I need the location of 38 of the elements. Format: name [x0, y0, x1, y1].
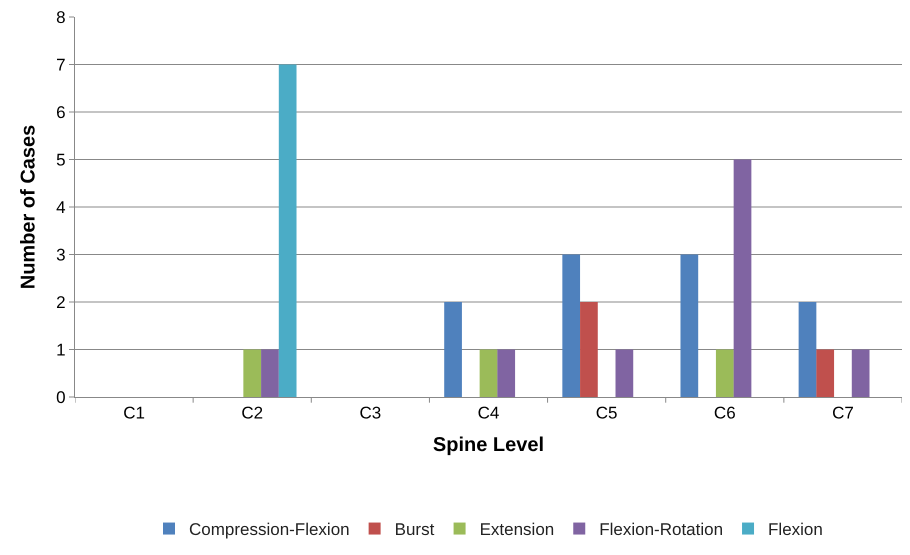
bar	[261, 350, 279, 397]
bar	[798, 302, 816, 397]
bar	[616, 350, 634, 397]
x-axis-title: Spine Level	[432, 434, 544, 456]
bar	[716, 350, 734, 397]
x-tick-label: C2	[241, 403, 264, 422]
y-tick-label: 4	[56, 198, 66, 217]
bar	[243, 350, 262, 397]
legend-label: Extension	[480, 520, 554, 540]
y-tick-label: 2	[56, 292, 66, 312]
bar	[852, 350, 870, 397]
y-tick-label: 3	[56, 245, 66, 264]
x-tick-label: C1	[123, 403, 145, 422]
legend-label: Flexion-Rotation	[599, 520, 724, 540]
bar	[278, 64, 297, 397]
bar	[680, 254, 698, 397]
bar	[480, 350, 498, 397]
bar	[580, 302, 598, 397]
x-tick-label: C5	[596, 403, 618, 422]
y-tick-label: 1	[56, 340, 66, 360]
x-tick-label: C3	[359, 403, 382, 422]
y-tick-label: 7	[56, 55, 66, 74]
x-tick-label: C6	[714, 403, 736, 422]
bar	[734, 160, 752, 397]
y-tick-label: 8	[56, 8, 66, 27]
y-tick-label: 6	[56, 102, 66, 122]
x-tick-label: C4	[478, 403, 500, 422]
x-tick-label: C7	[832, 403, 854, 422]
y-axis-title: Number of Cases	[18, 124, 40, 290]
bar	[497, 350, 516, 397]
y-tick-label: 5	[56, 150, 66, 170]
bar	[816, 350, 834, 397]
legend-label: Burst	[394, 520, 435, 540]
legend-label: Flexion	[768, 520, 823, 540]
legend-label: Compression-Flexion	[189, 520, 350, 540]
bar	[562, 254, 580, 397]
bar	[444, 302, 462, 397]
y-tick-label: 0	[56, 388, 66, 407]
